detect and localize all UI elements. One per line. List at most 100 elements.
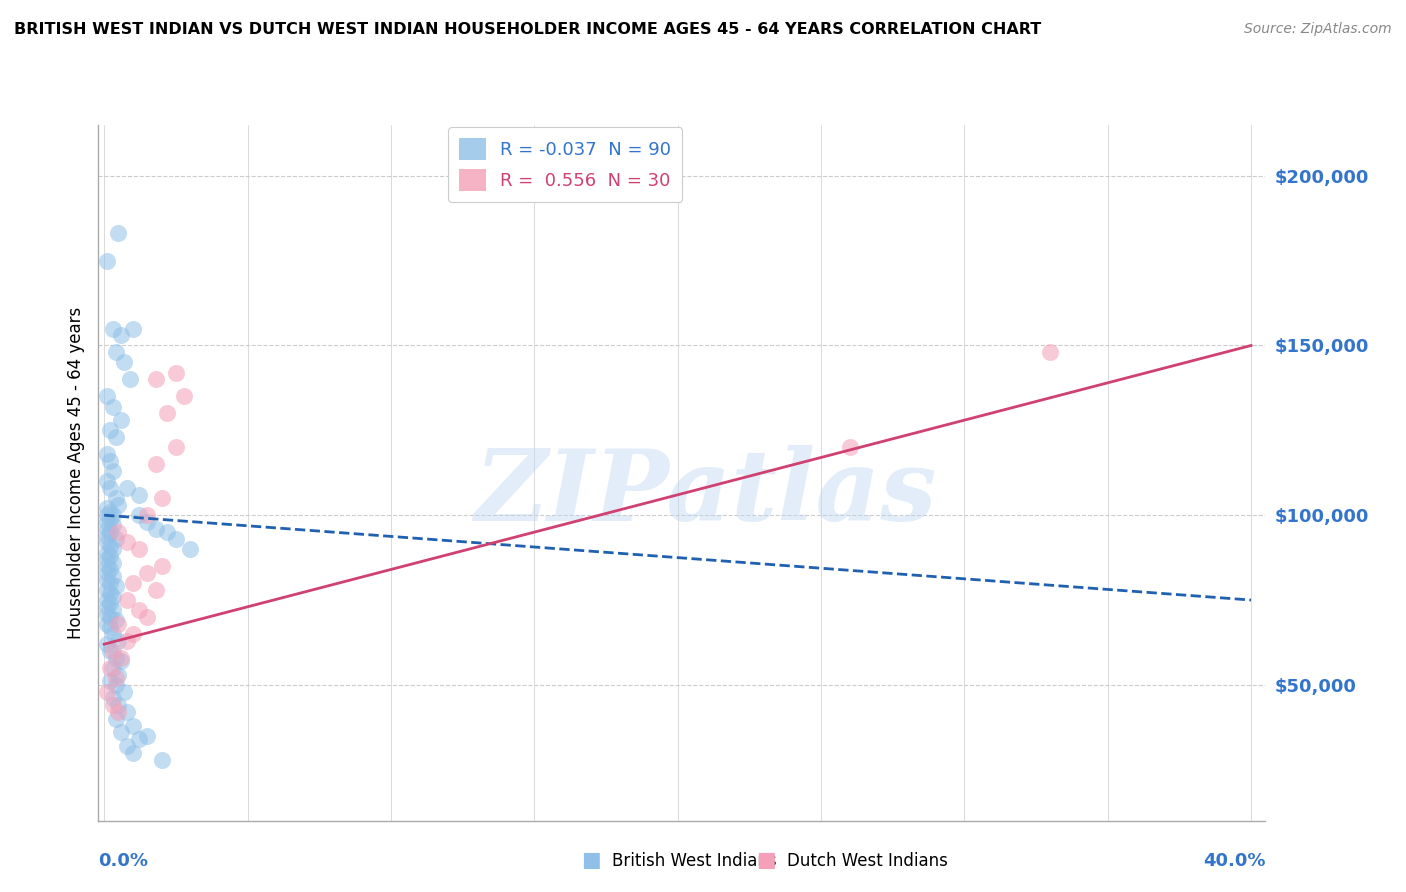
Text: ZIPatlas: ZIPatlas <box>474 445 936 541</box>
Point <box>96 559 118 574</box>
Point <box>98 539 121 553</box>
Point <box>96 616 118 631</box>
Point <box>110 654 132 668</box>
Point <box>96 599 118 614</box>
Point <box>150 491 173 506</box>
Point <box>98 549 121 563</box>
Point <box>96 582 118 597</box>
Point <box>104 532 127 546</box>
Point <box>96 515 118 529</box>
Point <box>121 321 143 335</box>
Point <box>98 644 121 658</box>
Point <box>165 440 187 454</box>
Point <box>107 698 129 713</box>
Text: Source: ZipAtlas.com: Source: ZipAtlas.com <box>1244 22 1392 37</box>
Point <box>136 610 159 624</box>
Point <box>165 532 187 546</box>
Point <box>98 596 121 610</box>
Point <box>101 627 124 641</box>
Point <box>98 562 121 576</box>
Point <box>98 511 121 525</box>
Point <box>101 691 124 706</box>
Point <box>104 491 127 506</box>
Point <box>150 753 173 767</box>
Point <box>98 610 121 624</box>
Point <box>107 667 129 681</box>
Point <box>104 671 127 685</box>
Point <box>98 454 121 468</box>
Point <box>110 650 132 665</box>
Legend: R = -0.037  N = 90, R =  0.556  N = 30: R = -0.037 N = 90, R = 0.556 N = 30 <box>449 127 682 202</box>
Point <box>98 661 121 675</box>
Point <box>156 525 179 540</box>
Text: ■: ■ <box>756 850 776 870</box>
Point <box>96 684 118 698</box>
Text: BRITISH WEST INDIAN VS DUTCH WEST INDIAN HOUSEHOLDER INCOME AGES 45 - 64 YEARS C: BRITISH WEST INDIAN VS DUTCH WEST INDIAN… <box>14 22 1042 37</box>
Point <box>110 725 132 739</box>
Point <box>101 518 124 533</box>
Point <box>118 372 141 386</box>
Point <box>101 603 124 617</box>
Point <box>101 508 124 523</box>
Point <box>115 481 138 495</box>
Point <box>115 705 138 719</box>
Point <box>96 253 118 268</box>
Point <box>98 586 121 600</box>
Text: Dutch West Indians: Dutch West Indians <box>787 852 948 870</box>
Point <box>101 590 124 604</box>
Point <box>101 556 124 570</box>
Text: British West Indians: British West Indians <box>612 852 776 870</box>
Point <box>838 440 860 454</box>
Point <box>112 355 135 369</box>
Point <box>136 515 159 529</box>
Point <box>96 389 118 403</box>
Point <box>98 525 121 540</box>
Point <box>165 366 187 380</box>
Point <box>96 447 118 461</box>
Point <box>101 569 124 583</box>
Point <box>115 535 138 549</box>
Point <box>104 430 127 444</box>
Point <box>115 633 138 648</box>
Point <box>115 739 138 753</box>
Point <box>128 488 150 502</box>
Point <box>101 644 124 658</box>
Point <box>107 633 129 648</box>
Point <box>128 508 150 523</box>
Point <box>96 552 118 566</box>
Point <box>107 705 129 719</box>
Point <box>96 501 118 516</box>
Point <box>104 579 127 593</box>
Point <box>104 712 127 726</box>
Point <box>101 542 124 557</box>
Point <box>121 576 143 591</box>
Point <box>156 406 179 420</box>
Point <box>101 321 124 335</box>
Point <box>104 614 127 628</box>
Point <box>112 684 135 698</box>
Y-axis label: Householder Income Ages 45 - 64 years: Householder Income Ages 45 - 64 years <box>66 307 84 639</box>
Text: 40.0%: 40.0% <box>1204 852 1265 870</box>
Point <box>98 620 121 634</box>
Point <box>121 746 143 760</box>
Point <box>145 522 167 536</box>
Point <box>110 413 132 427</box>
Point <box>96 545 118 559</box>
Point <box>107 227 129 241</box>
Point <box>173 389 195 403</box>
Point <box>150 559 173 574</box>
Text: ■: ■ <box>581 850 600 870</box>
Point <box>96 607 118 621</box>
Point <box>98 423 121 437</box>
Point <box>145 372 167 386</box>
Point <box>96 637 118 651</box>
Point <box>115 593 138 607</box>
Point <box>98 576 121 591</box>
Point <box>98 505 121 519</box>
Point <box>179 542 201 557</box>
Text: 0.0%: 0.0% <box>98 852 149 870</box>
Point <box>136 729 159 743</box>
Point <box>101 464 124 478</box>
Point <box>107 498 129 512</box>
Point <box>104 650 127 665</box>
